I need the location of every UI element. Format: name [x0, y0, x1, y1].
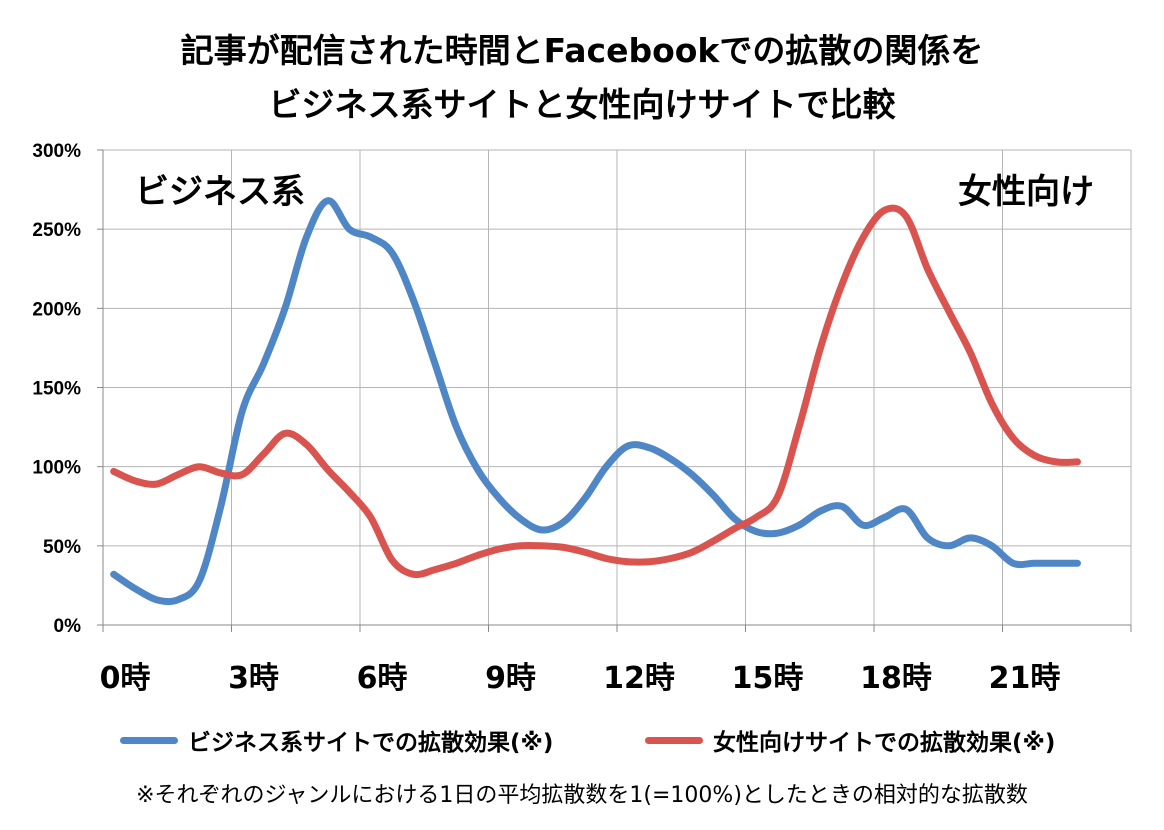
- legend-label-women: 女性向けサイトでの拡散効果(※): [713, 730, 1056, 756]
- x-tick-label: 15時: [732, 661, 804, 696]
- x-tick-label: 0時: [100, 661, 151, 696]
- y-tick-label: 300%: [32, 141, 81, 162]
- legend-swatch-business: [120, 736, 178, 744]
- annotation-business: ビジネス系: [135, 172, 305, 212]
- x-tick-label: 21時: [989, 661, 1061, 696]
- y-tick-label: 250%: [32, 220, 81, 241]
- x-tick-label: 9時: [485, 661, 536, 696]
- x-tick-label: 3時: [228, 661, 279, 696]
- y-tick-label: 0%: [54, 616, 82, 637]
- legend-swatch-women: [645, 736, 703, 744]
- footnote: ※それぞれのジャンルにおける1日の平均拡散数を1(=100%)としたときの相対的…: [136, 783, 1028, 808]
- x-tick-label: 6時: [357, 661, 408, 696]
- legend-item-women: 女性向けサイトでの拡散効果(※): [645, 720, 1055, 760]
- chart-title-line-1: 記事が配信された時間とFacebookでの拡散の関係を: [180, 31, 984, 70]
- x-tick-label: 12時: [603, 661, 675, 696]
- legend-item-business: ビジネス系サイトでの拡散効果(※): [120, 720, 553, 760]
- legend-label-business: ビジネス系サイトでの拡散効果(※): [188, 730, 554, 756]
- series-line-women: [110, 204, 1081, 579]
- series-line-business: [110, 197, 1081, 606]
- grid: [103, 149, 1132, 625]
- y-tick-label: 200%: [32, 299, 81, 320]
- line-chart: 0% 50% 100% 150% 200% 250% 300% 0時 3時 6時 9時 12時 15時 1…: [32, 141, 1132, 696]
- y-tick-label: 50%: [43, 537, 81, 558]
- tick-labels: 0% 50% 100% 150% 200% 250% 300% 0時 3時 6時 9時 12時 15時 1…: [32, 141, 1060, 696]
- series: [110, 197, 1081, 606]
- axes: [97, 149, 1132, 632]
- y-tick-label: 100%: [32, 458, 81, 479]
- x-tick-label: 18時: [860, 661, 932, 696]
- annotation-women: 女性向け: [958, 172, 1094, 212]
- legend: ビジネス系サイトでの拡散効果(※) 女性向けサイトでの拡散効果(※): [0, 720, 1164, 760]
- chart-title-line-2: ビジネス系サイトと女性向けサイトで比較: [268, 85, 896, 124]
- y-tick-label: 150%: [32, 379, 81, 400]
